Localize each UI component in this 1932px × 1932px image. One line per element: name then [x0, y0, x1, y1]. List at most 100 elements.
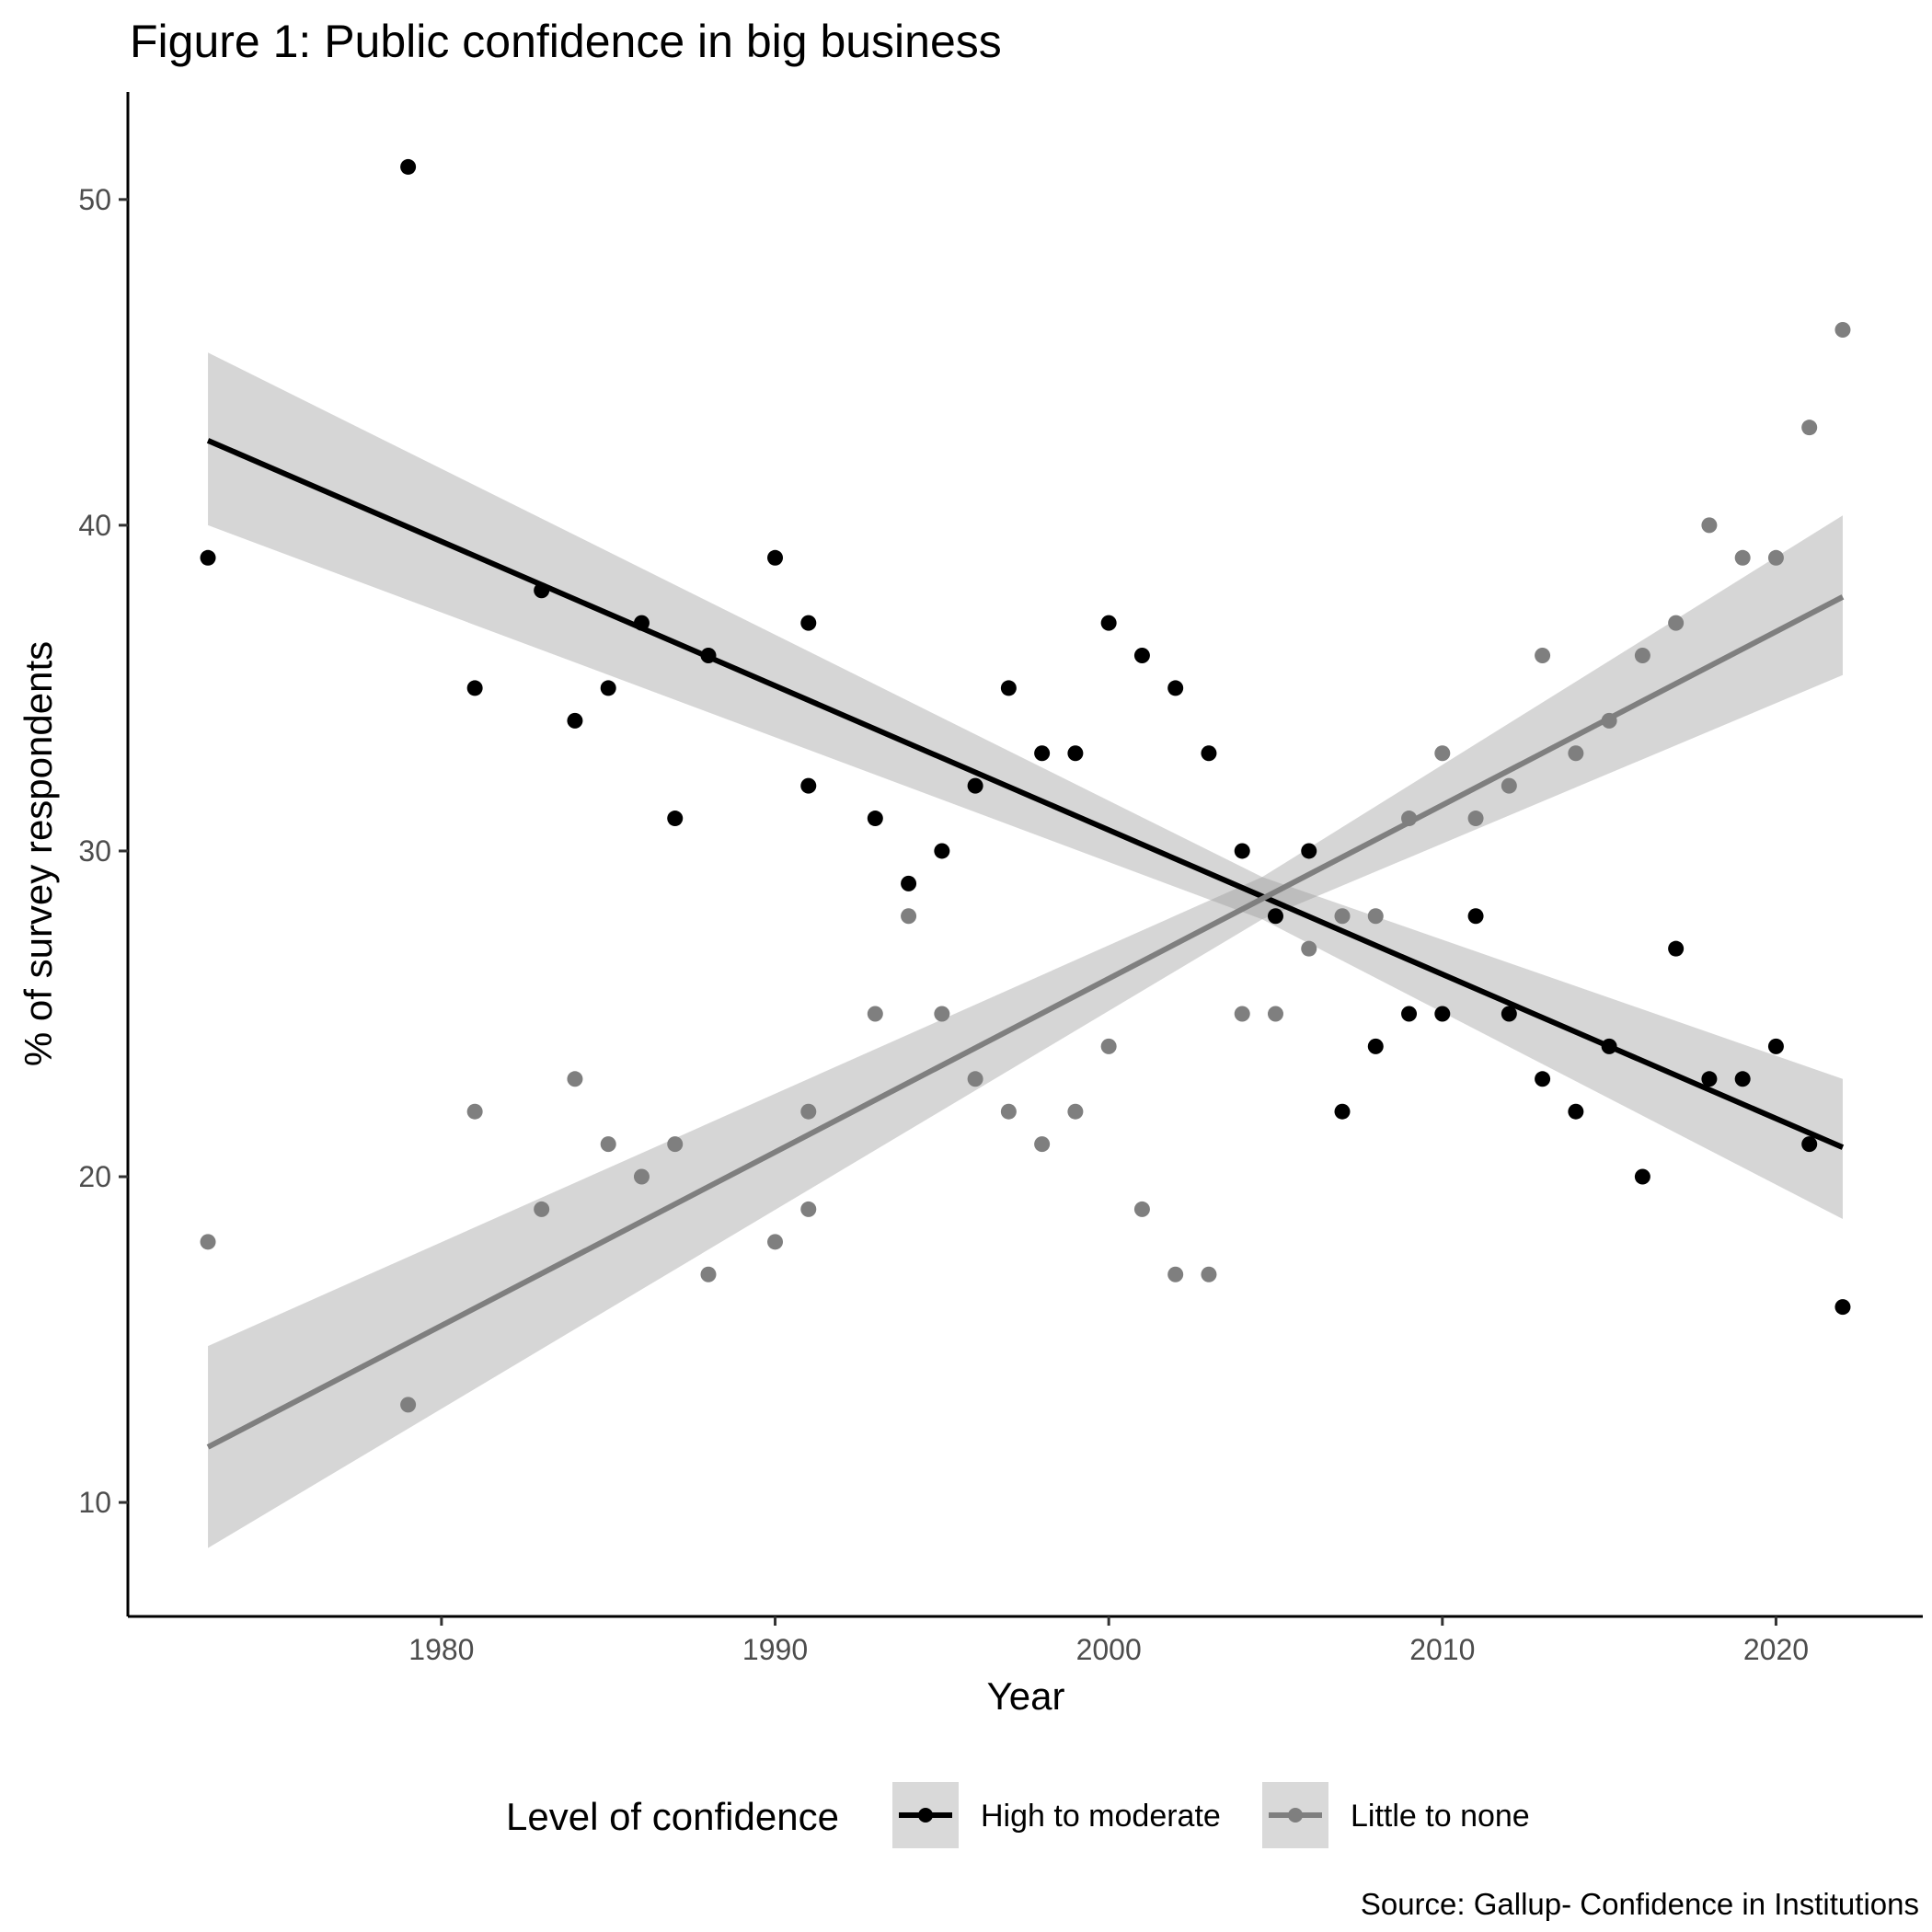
point-little-to-none-1984	[567, 1071, 583, 1087]
point-high-to-moderate-2009	[1401, 1006, 1418, 1022]
point-high-to-moderate-1990	[767, 549, 784, 566]
x-tick-label-2000: 2000	[1076, 1633, 1142, 1666]
point-high-to-moderate-1996	[967, 777, 983, 794]
point-little-to-none-1991	[800, 1201, 817, 1217]
point-high-to-moderate-1991	[800, 615, 817, 631]
chart-title: Figure 1: Public confidence in big busin…	[130, 16, 1002, 67]
point-high-to-moderate-2000	[1100, 615, 1117, 631]
point-high-to-moderate-2021	[1801, 1136, 1818, 1153]
point-high-to-moderate-2011	[1467, 908, 1484, 925]
point-little-to-none-2012	[1501, 777, 1517, 794]
point-little-to-none-2002	[1167, 1266, 1184, 1282]
point-high-to-moderate-2008	[1367, 1038, 1384, 1054]
point-high-to-moderate-1983	[534, 582, 550, 599]
point-high-to-moderate-1991	[800, 777, 817, 794]
point-little-to-none-2015	[1601, 712, 1617, 729]
point-high-to-moderate-1993	[867, 811, 883, 827]
point-little-to-none-2006	[1301, 940, 1317, 957]
point-high-to-moderate-2014	[1568, 1103, 1584, 1120]
point-little-to-none-1979	[400, 1397, 417, 1413]
point-high-to-moderate-1981	[466, 680, 483, 696]
point-little-to-none-1996	[967, 1071, 983, 1087]
point-high-to-moderate-2007	[1334, 1103, 1351, 1120]
legend-dot-high-to-moderate	[918, 1808, 933, 1823]
point-high-to-moderate-2006	[1301, 843, 1317, 859]
x-axis-ticks: 1980 1990 2000 2010 2020	[408, 1616, 1809, 1666]
point-high-to-moderate-2020	[1767, 1038, 1784, 1054]
x-tick-label-1990: 1990	[742, 1633, 808, 1666]
point-little-to-none-1990	[767, 1234, 784, 1250]
point-little-to-none-2018	[1701, 517, 1718, 534]
y-axis-ticks: 10 20 30 40 50	[78, 183, 128, 1519]
point-little-to-none-2009	[1401, 811, 1418, 827]
point-high-to-moderate-2003	[1201, 745, 1217, 762]
x-tick-label-2020: 2020	[1743, 1633, 1809, 1666]
point-little-to-none-2020	[1767, 549, 1784, 566]
point-little-to-none-1985	[600, 1136, 616, 1153]
point-high-to-moderate-1998	[1034, 745, 1051, 762]
point-high-to-moderate-1988	[700, 648, 717, 664]
point-high-to-moderate-1973	[200, 549, 216, 566]
trend-lines	[206, 438, 1845, 1450]
point-little-to-none-1997	[1000, 1103, 1017, 1120]
point-little-to-none-2014	[1568, 745, 1584, 762]
point-high-to-moderate-2013	[1535, 1071, 1551, 1087]
point-high-to-moderate-1987	[667, 811, 684, 827]
point-high-to-moderate-1995	[934, 843, 950, 859]
point-high-to-moderate-1994	[901, 875, 917, 891]
y-axis-title: % of survey respondents	[17, 641, 60, 1066]
point-little-to-none-1999	[1067, 1103, 1084, 1120]
point-little-to-none-2022	[1834, 321, 1851, 338]
source-caption: Source: Gallup- Confidence in Institutio…	[1361, 1887, 1919, 1921]
point-high-to-moderate-1979	[400, 158, 417, 175]
point-little-to-none-2007	[1334, 908, 1351, 925]
point-little-to-none-1981	[466, 1103, 483, 1120]
point-little-to-none-2001	[1133, 1201, 1150, 1217]
point-little-to-none-2016	[1634, 648, 1650, 664]
point-high-to-moderate-1984	[567, 712, 583, 729]
legend-label-little-to-none: Little to none	[1351, 1799, 1530, 1834]
point-little-to-none-1986	[633, 1168, 650, 1185]
point-high-to-moderate-2019	[1734, 1071, 1751, 1087]
point-little-to-none-2021	[1801, 420, 1818, 436]
trend-line-high-to-moderate	[206, 438, 1845, 1150]
point-little-to-none-2010	[1434, 745, 1451, 762]
point-high-to-moderate-2012	[1501, 1006, 1517, 1022]
point-high-to-moderate-2005	[1267, 908, 1283, 925]
point-high-to-moderate-2001	[1133, 648, 1150, 664]
point-high-to-moderate-2002	[1167, 680, 1184, 696]
point-little-to-none-2017	[1668, 615, 1685, 631]
legend-label-high-to-moderate: High to moderate	[981, 1799, 1221, 1834]
x-axis-title: Year	[987, 1674, 1065, 1718]
point-little-to-none-2011	[1467, 811, 1484, 827]
y-tick-label-10: 10	[78, 1486, 111, 1519]
point-high-to-moderate-1986	[633, 615, 650, 631]
point-little-to-none-2000	[1100, 1038, 1117, 1054]
point-little-to-none-1988	[700, 1266, 717, 1282]
point-high-to-moderate-2016	[1634, 1168, 1650, 1185]
confidence-band-high-to-moderate	[208, 352, 1843, 1220]
confidence-band-little-to-none	[208, 515, 1843, 1548]
trend-line-little-to-none	[206, 594, 1845, 1450]
point-little-to-none-2003	[1201, 1266, 1217, 1282]
point-little-to-none-1987	[667, 1136, 684, 1153]
point-little-to-none-2019	[1734, 549, 1751, 566]
confidence-bands	[208, 352, 1843, 1548]
point-little-to-none-1993	[867, 1006, 883, 1022]
data-points	[200, 158, 1851, 1413]
point-little-to-none-1973	[200, 1234, 216, 1250]
x-tick-label-1980: 1980	[408, 1633, 474, 1666]
point-high-to-moderate-2015	[1601, 1038, 1617, 1054]
y-tick-label-30: 30	[78, 834, 111, 868]
y-tick-label-40: 40	[78, 509, 111, 542]
point-high-to-moderate-1997	[1000, 680, 1017, 696]
point-little-to-none-1998	[1034, 1136, 1051, 1153]
point-little-to-none-2013	[1535, 648, 1551, 664]
legend-dot-little-to-none	[1288, 1808, 1303, 1823]
point-little-to-none-1983	[534, 1201, 550, 1217]
point-little-to-none-1995	[934, 1006, 950, 1022]
point-little-to-none-2004	[1234, 1006, 1250, 1022]
y-tick-label-50: 50	[78, 183, 111, 216]
point-little-to-none-2005	[1267, 1006, 1283, 1022]
